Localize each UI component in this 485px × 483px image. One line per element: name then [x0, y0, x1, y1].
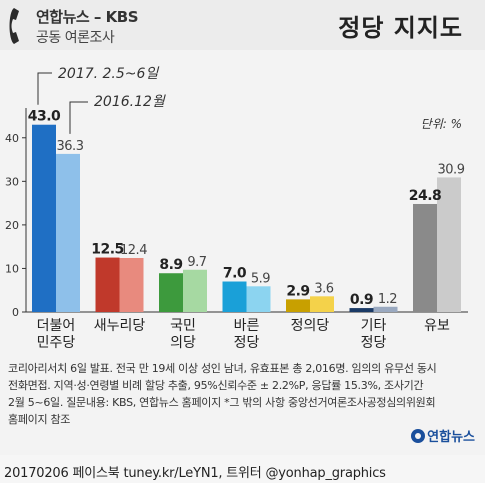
value-label-previous: 30.9	[438, 162, 465, 177]
value-label-current: 2.9	[286, 283, 309, 299]
value-label-previous: 3.6	[314, 281, 333, 296]
header-band	[0, 0, 485, 50]
value-label-previous: 9.7	[187, 255, 206, 270]
y-tick-label: 40	[5, 132, 19, 145]
bar-current	[286, 299, 310, 312]
note-line: 홈페이지 참조	[8, 413, 71, 426]
category-label: 바른	[234, 318, 260, 334]
note-line: 2월 5~6일. 질문내용: KBS, 연합뉴스 홈페이지 *그 밖의 사항 중…	[8, 396, 436, 409]
bar-previous	[373, 306, 398, 312]
value-label-previous: 12.4	[120, 243, 147, 258]
value-label-previous: 36.3	[57, 139, 84, 154]
bar-previous	[56, 153, 80, 312]
chart-title: 정당 지지도	[338, 14, 463, 42]
bar-current	[32, 124, 56, 312]
bar-previous	[310, 296, 334, 312]
category-label: 국민	[170, 318, 196, 334]
bar-previous	[437, 177, 461, 312]
annotation-leader-previous	[69, 101, 88, 134]
bar-previous	[183, 269, 207, 312]
yonhap-logo: 연합뉴스	[411, 426, 475, 445]
value-label-current: 24.8	[409, 188, 442, 204]
category-label: 정당	[361, 335, 387, 351]
chart-card: 연합뉴스 – KBS 공동 여론조사 정당 지지도 0 10 20 30 40 단위: %…	[0, 0, 485, 445]
y-tick-label: 10	[5, 262, 19, 275]
value-label-previous: 1.2	[378, 292, 397, 307]
value-label-current: 8.9	[159, 257, 182, 273]
logo-text: 연합뉴스	[427, 430, 475, 445]
source-title: 연합뉴스 – KBS	[36, 8, 139, 26]
y-tick-label: 30	[5, 175, 19, 188]
value-label-current: 0.9	[350, 292, 373, 308]
bar-current	[159, 273, 183, 312]
value-label-current: 7.0	[223, 266, 247, 282]
bar-previous	[246, 286, 271, 312]
bar-current	[222, 281, 247, 312]
annotation-leader-current	[37, 72, 52, 105]
value-label-current: 43.0	[28, 109, 61, 125]
series-label-previous: 2016.12월	[94, 94, 166, 110]
value-label-current: 12.5	[91, 242, 124, 258]
value-label-previous: 5.9	[251, 271, 270, 286]
note-line: 전화면접. 지역·성·연령별 비례 할당 추출, 95%신뢰수준 ± 2.2%P…	[8, 379, 424, 392]
bar-current	[95, 257, 120, 312]
category-label: 정의당	[291, 318, 330, 334]
bar-previous	[119, 257, 144, 312]
footer-credit: 20170206 페이스북 tuney.kr/LeYN1, 트위터 @yonha…	[4, 466, 386, 481]
survey-notes: 코리아리서치 6일 발표. 전국 만 19세 이상 성인 남녀, 유효표본 총 …	[8, 360, 478, 428]
y-tick-label: 20	[5, 219, 19, 232]
phone-icon	[9, 8, 19, 44]
source-subtitle: 공동 여론조사	[36, 30, 115, 46]
category-label: 유보	[424, 318, 450, 334]
note-line: 코리아리서치 6일 발표. 전국 만 19세 이상 성인 남녀, 유효표본 총 …	[8, 362, 437, 375]
category-label: 기타	[361, 318, 387, 334]
category-label: 의당	[170, 335, 196, 351]
category-label: 정당	[234, 335, 260, 351]
bar-current	[349, 308, 374, 312]
bar-current	[413, 203, 437, 312]
unit-label: 단위: %	[421, 117, 462, 131]
series-label-current: 2017. 2.5~6일	[58, 66, 159, 82]
category-label: 새누리당	[94, 318, 146, 334]
y-tick-label: 0	[12, 306, 19, 319]
category-label: 더불어	[37, 318, 76, 334]
category-label: 민주당	[37, 335, 76, 351]
logo-mark-icon	[411, 428, 426, 443]
